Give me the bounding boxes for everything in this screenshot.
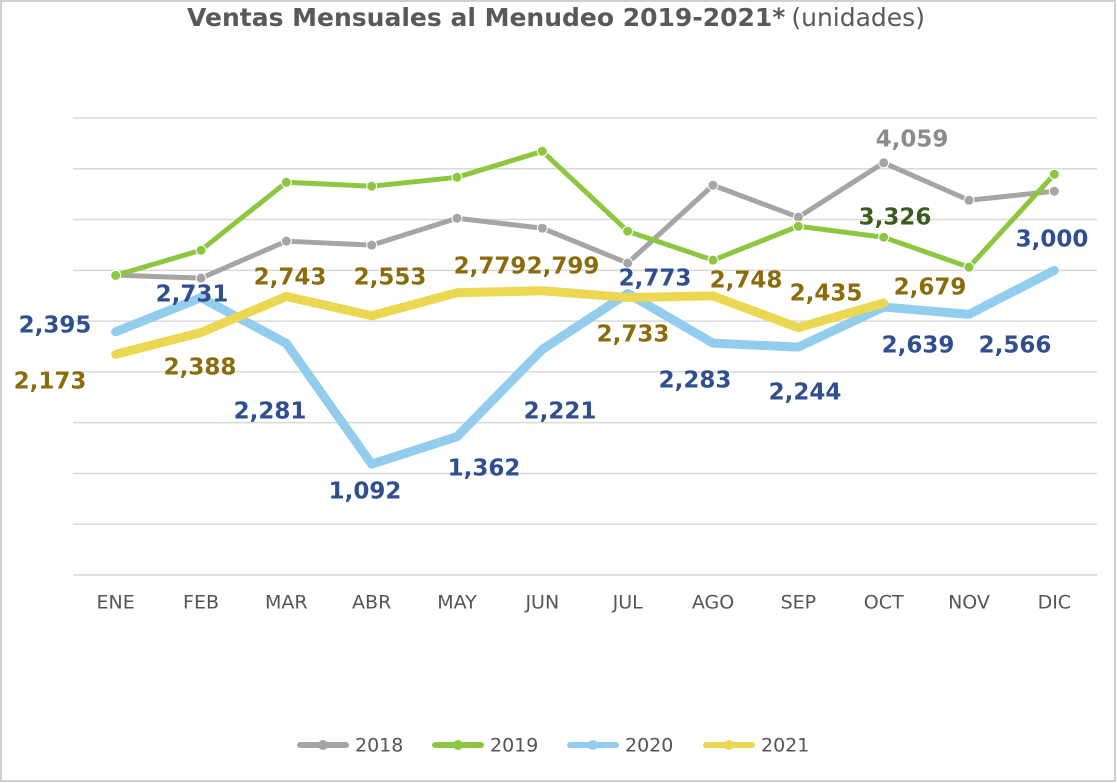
x-tick-label: SEP bbox=[781, 592, 817, 614]
series-line bbox=[113, 148, 1057, 278]
data-label: 2,566 bbox=[979, 333, 1052, 359]
data-label: 2,743 bbox=[254, 265, 327, 291]
point bbox=[536, 145, 548, 157]
legend-item: 2021 bbox=[703, 735, 809, 757]
point bbox=[1048, 185, 1060, 197]
title-unit: (unidades) bbox=[791, 3, 925, 32]
x-tick-label: JUN bbox=[524, 592, 559, 614]
x-tick-label: DIC bbox=[1038, 592, 1072, 614]
point bbox=[451, 171, 463, 183]
legend-marker bbox=[588, 740, 598, 750]
legend-label: 2019 bbox=[490, 735, 538, 757]
data-label: 2,748 bbox=[710, 268, 783, 294]
legend-marker bbox=[453, 740, 463, 750]
data-label: 2,283 bbox=[659, 368, 732, 394]
x-tick-label: JUL bbox=[612, 592, 644, 614]
point bbox=[707, 254, 719, 266]
point bbox=[792, 211, 804, 223]
data-label: 2,281 bbox=[234, 399, 307, 425]
data-label: 2,388 bbox=[164, 355, 237, 381]
chart-title: Ventas Mensuales al Menudeo 2019-2021* (u… bbox=[187, 3, 925, 32]
data-label: 4,059 bbox=[876, 127, 949, 153]
title-main: Ventas Mensuales al Menudeo 2019-2021* bbox=[187, 3, 785, 32]
point bbox=[536, 222, 548, 234]
point bbox=[195, 244, 207, 256]
legend-label: 2020 bbox=[625, 735, 673, 757]
data-label: 2,435 bbox=[790, 281, 863, 307]
x-tick-label: ABR bbox=[352, 592, 391, 614]
point bbox=[792, 220, 804, 232]
x-tick-label: ENE bbox=[97, 592, 135, 614]
point bbox=[622, 257, 634, 269]
point bbox=[963, 194, 975, 206]
point bbox=[451, 212, 463, 224]
data-label: 2,731 bbox=[156, 282, 229, 308]
point bbox=[878, 231, 890, 243]
point bbox=[963, 261, 975, 273]
point bbox=[878, 157, 890, 169]
data-label: 2,553 bbox=[354, 265, 427, 291]
data-label: 2,639 bbox=[882, 333, 955, 359]
point bbox=[366, 180, 378, 192]
data-label: 3,326 bbox=[859, 205, 932, 231]
x-tick-label: NOV bbox=[948, 592, 990, 614]
data-label: 2,221 bbox=[524, 399, 597, 425]
point bbox=[622, 225, 634, 237]
data-label: 2,173 bbox=[14, 369, 87, 395]
data-label: 2,244 bbox=[769, 380, 842, 406]
point bbox=[280, 235, 292, 247]
legend-label: 2018 bbox=[355, 735, 403, 757]
point bbox=[1048, 168, 1060, 180]
x-tick-label: MAR bbox=[265, 592, 308, 614]
x-tick-label: OCT bbox=[864, 592, 904, 614]
data-label: 1,362 bbox=[448, 456, 521, 482]
legend-label: 2021 bbox=[761, 735, 809, 757]
data-label: 2,773 bbox=[619, 266, 692, 292]
data-label: 2,733 bbox=[597, 322, 670, 348]
series-line bbox=[111, 286, 889, 359]
series-line bbox=[111, 265, 1059, 469]
point bbox=[110, 269, 122, 281]
x-tick-label: AGO bbox=[692, 592, 734, 614]
point bbox=[195, 272, 207, 284]
point bbox=[707, 179, 719, 191]
legend-marker bbox=[318, 740, 328, 750]
x-tick-label: FEB bbox=[183, 592, 219, 614]
legend-item: 2020 bbox=[567, 735, 673, 757]
data-label: 2,799 bbox=[527, 254, 600, 280]
legend-item: 2018 bbox=[297, 735, 403, 757]
data-label: 2,679 bbox=[894, 275, 967, 301]
point bbox=[366, 239, 378, 251]
legend-marker bbox=[724, 740, 734, 750]
x-tick-label: MAY bbox=[437, 592, 477, 614]
point bbox=[280, 176, 292, 188]
data-label: 1,092 bbox=[329, 479, 402, 505]
data-label: 2,395 bbox=[19, 313, 92, 339]
data-label: 3,000 bbox=[1016, 227, 1089, 253]
series-line bbox=[113, 160, 1057, 281]
data-label: 2,779 bbox=[454, 254, 527, 280]
legend-item: 2019 bbox=[432, 735, 538, 757]
